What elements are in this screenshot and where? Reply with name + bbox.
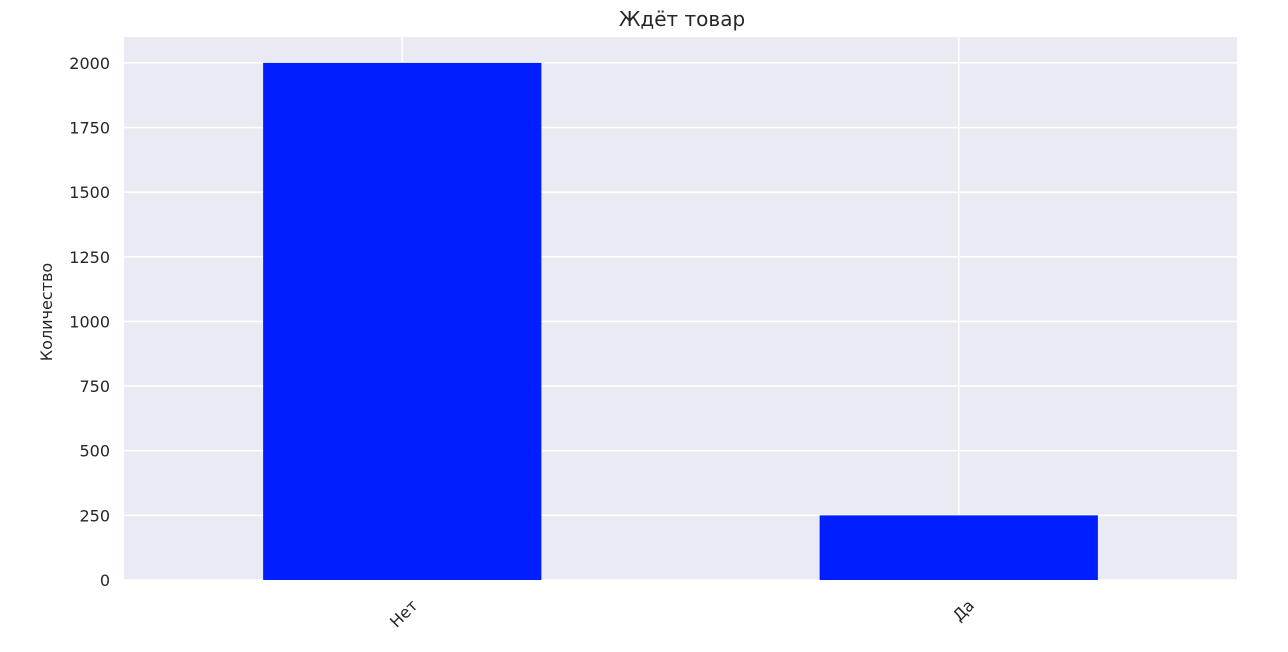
y-tick-label: 250 [79,506,110,525]
y-axis-label: Количество [37,263,56,361]
bar-1 [819,515,1098,580]
y-tick-label: 1250 [69,248,110,267]
y-tick-labels: 0 250 500 750 1000 1250 1500 1750 2000 [69,54,110,590]
y-tick-label: 1000 [69,312,110,331]
chart-title: Ждёт товар [619,7,745,31]
y-tick-label: 1750 [69,119,110,138]
y-tick-label: 750 [79,377,110,396]
bar-0 [263,62,542,581]
y-tick-label: 2000 [69,54,110,73]
y-tick-label: 500 [79,442,110,461]
y-tick-label: 0 [100,571,110,590]
bars [263,62,1098,581]
y-tick-label: 1500 [69,183,110,202]
